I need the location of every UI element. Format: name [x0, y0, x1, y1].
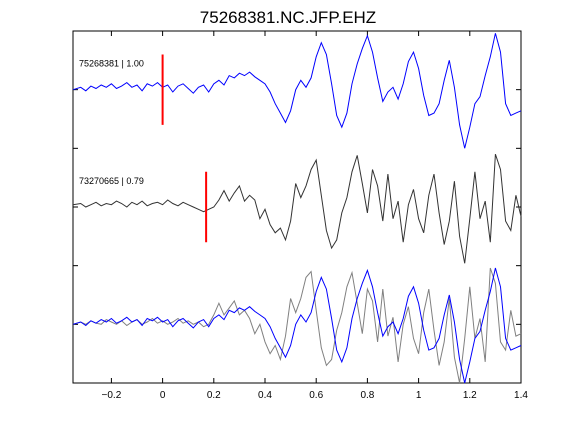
trace-line-2: [72, 267, 522, 384]
traces-group: [72, 33, 522, 384]
x-tick-label: 0.8: [360, 390, 374, 401]
trace-label-1: 73270665 | 0.79: [79, 176, 144, 186]
x-tick-label: −0.2: [102, 390, 122, 401]
x-tick-label: 1.2: [463, 390, 477, 401]
trace-line-0: [72, 33, 522, 149]
x-tick-label: 0.4: [258, 390, 272, 401]
x-tick-label: 0: [160, 390, 166, 401]
x-tick-label: 1.4: [514, 390, 528, 401]
chart-title: 75268381.NC.JFP.EHZ: [200, 8, 376, 27]
x-tick-label: 1: [416, 390, 422, 401]
trace-line-3: [72, 267, 522, 384]
trace-line-1: [72, 154, 522, 264]
trace-label-0: 75268381 | 1.00: [79, 59, 144, 69]
x-tick-label: 0.2: [207, 390, 221, 401]
trace-labels: 75268381 | 1.00 73270665 | 0.79: [79, 59, 144, 186]
x-tick-label: 0.6: [309, 390, 323, 401]
axis-ticks: −0.2 0 0.2 0.4 0.6 0.8 1 1.2 1.4: [73, 31, 528, 401]
